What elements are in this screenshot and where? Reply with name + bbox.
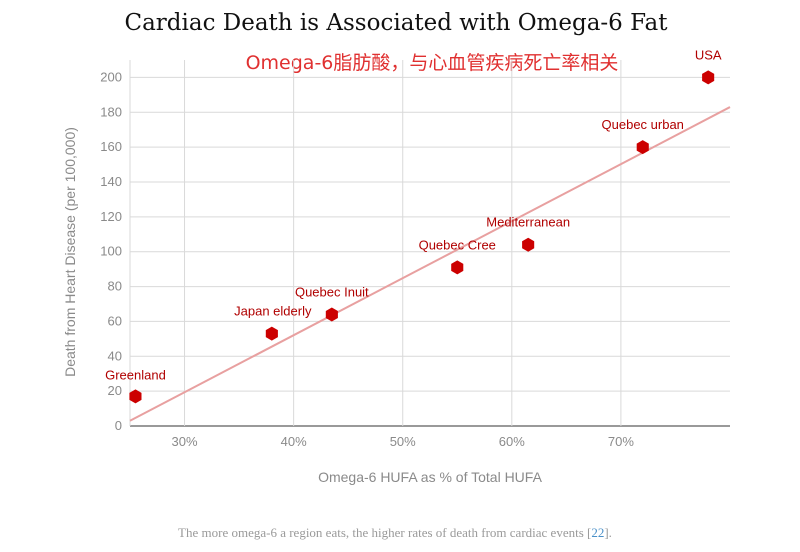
point-label: USA: [695, 47, 722, 62]
y-tick-label: 120: [100, 209, 122, 224]
trendline: [129, 106, 731, 422]
data-point: [522, 237, 535, 252]
y-axis-ticks: 0 20 40 60 80 100 120 140 160 180 200: [100, 69, 122, 433]
grid-lines: [129, 60, 730, 427]
y-tick-label: 200: [100, 69, 122, 84]
caption-text: The more omega-6 a region eats, the high…: [178, 525, 591, 540]
x-tick-label: 60%: [499, 434, 525, 449]
point-label: Quebec Inuit: [295, 284, 369, 299]
y-tick-label: 20: [108, 383, 122, 398]
point-label: Quebec urban: [602, 117, 684, 132]
caption-reference-link[interactable]: 22: [591, 525, 604, 540]
point-labels: Greenland Japan elderly Quebec Inuit Quebec…: [105, 47, 722, 382]
trendline-group: [129, 106, 731, 422]
data-point: [325, 307, 338, 322]
chart-subtitle: Omega-6脂肪酸，与心血管疾病死亡率相关: [246, 52, 619, 74]
data-point: [265, 326, 278, 341]
data-point: [451, 260, 464, 275]
y-tick-label: 40: [108, 348, 122, 363]
chart-title: Cardiac Death is Associated with Omega-6…: [125, 10, 669, 36]
point-label: Mediterranean: [486, 215, 570, 230]
data-point: [636, 140, 649, 155]
x-tick-label: 40%: [281, 434, 307, 449]
x-tick-label: 50%: [390, 434, 416, 449]
point-label: Quebec Cree: [419, 237, 496, 252]
point-label: Greenland: [105, 367, 166, 382]
figure-caption: The more omega-6 a region eats, the high…: [178, 525, 612, 540]
point-label: Japan elderly: [234, 304, 312, 319]
data-points: [129, 70, 715, 404]
y-tick-label: 100: [100, 244, 122, 259]
data-point: [702, 70, 715, 85]
x-axis-ticks: 30% 40% 50% 60% 70%: [172, 434, 635, 449]
x-axis-title: Omega-6 HUFA as % of Total HUFA: [318, 469, 542, 485]
y-tick-label: 140: [100, 174, 122, 189]
y-axis-title: Death from Heart Disease (per 100,000): [62, 127, 78, 377]
y-tick-label: 80: [108, 279, 122, 294]
y-tick-label: 180: [100, 104, 122, 119]
x-tick-label: 30%: [172, 434, 198, 449]
y-tick-label: 160: [100, 139, 122, 154]
caption-end: ].: [604, 525, 612, 540]
x-tick-label: 70%: [608, 434, 634, 449]
y-tick-label: 60: [108, 313, 122, 328]
y-tick-label: 0: [115, 418, 122, 433]
data-point: [129, 389, 142, 404]
